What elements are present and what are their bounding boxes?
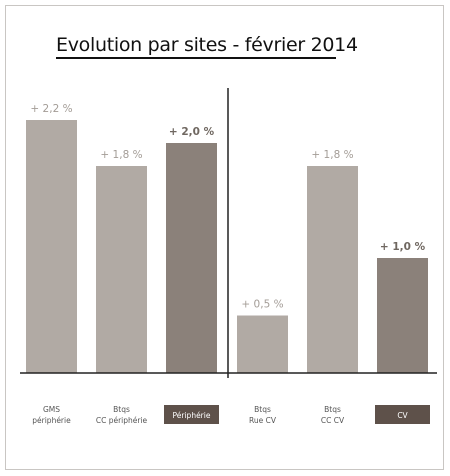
bar-5 xyxy=(377,258,428,373)
category-label-4-line-1: CC CV xyxy=(321,416,345,425)
bar-3 xyxy=(237,315,288,373)
category-box-5 xyxy=(375,405,430,424)
category-label-3-line-0: Btqs xyxy=(254,405,271,414)
category-label-4-line-0: Btqs xyxy=(324,405,341,414)
bar-2 xyxy=(166,143,217,373)
category-labels-group: GMS périphérie Btqs CC périphérie Périphérie… xyxy=(32,405,430,425)
category-label-0-line-0: GMS xyxy=(43,405,60,414)
value-label-4: + 1,8 % xyxy=(311,149,353,161)
bar-4 xyxy=(307,166,358,373)
value-labels-group: + 2,2 % + 1,8 % + 2,0 % + 0,5 % + 1,8 % + 1,0… xyxy=(30,103,425,311)
value-label-1: + 1,8 % xyxy=(100,149,142,161)
category-box-2 xyxy=(164,405,219,424)
category-label-5: CV xyxy=(397,411,408,420)
title-underline xyxy=(56,57,336,59)
value-label-3: + 0,5 % xyxy=(241,299,283,311)
category-label-1-line-0: Btqs xyxy=(113,405,130,414)
category-label-0-line-1: périphérie xyxy=(32,416,71,425)
value-label-5: + 1,0 % xyxy=(380,241,426,253)
category-label-3-line-1: Rue CV xyxy=(249,416,277,425)
value-label-0: + 2,2 % xyxy=(30,103,72,115)
bars-group xyxy=(26,120,428,373)
category-label-2: Périphérie xyxy=(173,411,211,420)
chart-frame: Evolution par sites - février 2014 xyxy=(5,5,444,470)
bar-0 xyxy=(26,120,77,373)
value-label-2: + 2,0 % xyxy=(169,126,215,138)
category-label-1-line-1: CC périphérie xyxy=(96,416,148,425)
bar-1 xyxy=(96,166,147,373)
chart-title: Evolution par sites - février 2014 xyxy=(56,34,358,56)
